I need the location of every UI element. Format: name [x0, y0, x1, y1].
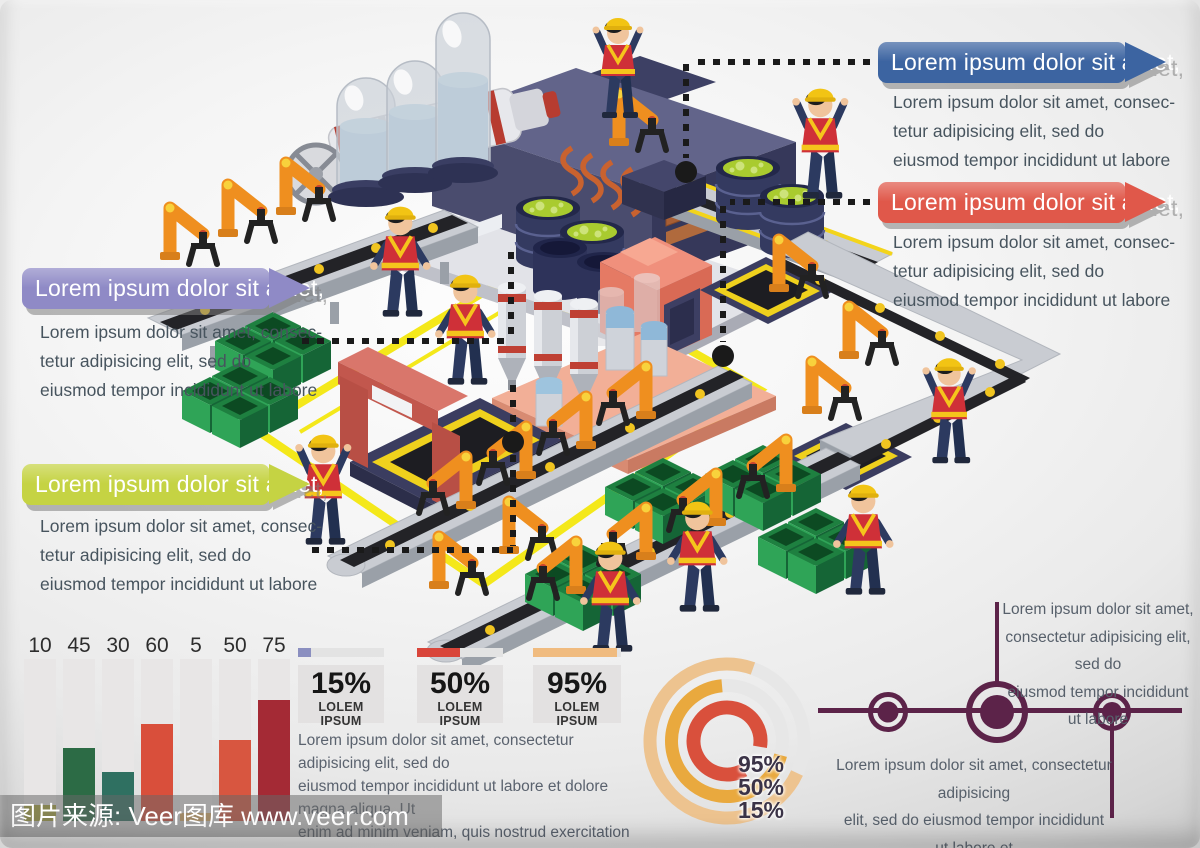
stat-box: 15% LOLEM IPSUM: [298, 665, 384, 728]
glass-dome-tanks: [328, 12, 498, 207]
plane-bottom-connector: [1110, 722, 1114, 818]
callout-green-banner: Lorem ipsum dolor sit amet,: [22, 464, 324, 505]
stat-caption: LOLEM IPSUM: [554, 700, 600, 728]
plane-top-text: Lorem ipsum dolor sit amet, consectetur …: [1000, 596, 1196, 734]
stat-progress-fill: [533, 648, 617, 657]
stat-block-2: 50% LOLEM IPSUM: [417, 648, 503, 728]
callout-red-banner: Lorem ipsum dolor sit amet,: [878, 182, 1180, 223]
plane-bottom-text: Lorem ipsum dolor sit amet, consectetur …: [836, 752, 1112, 848]
bar-column: 30: [102, 634, 134, 821]
bar-value-label: 5: [190, 634, 202, 657]
stat-percent: 15%: [310, 667, 372, 700]
text-line: eiusmod tempor incididunt ut labore: [40, 574, 318, 594]
bar-value-label: 60: [145, 634, 169, 657]
bar-column: 10: [24, 634, 56, 821]
watermark: 图片来源: Veer图库 www.veer.com: [0, 795, 442, 837]
text-line: tetur adipisicing elit, sed do: [893, 261, 1105, 281]
stat-box: 50% LOLEM IPSUM: [417, 665, 503, 728]
bar-value-label: 10: [28, 634, 52, 657]
callout-blue-body: Lorem ipsum dolor sit amet, consec- tetu…: [893, 88, 1175, 175]
donut-label: 95%: [737, 751, 784, 777]
bar-value-label: 30: [106, 634, 130, 657]
callout-green-title: Lorem ipsum dolor sit amet,: [35, 471, 325, 497]
text-line: Lorem ipsum dolor sit amet, consec-: [40, 516, 323, 536]
robot-arm-icon: [218, 181, 275, 242]
bar-track: [63, 659, 95, 821]
plane-engine-node: [868, 692, 908, 732]
stat-block-1: 15% LOLEM IPSUM: [298, 648, 384, 728]
bar-column: 60: [141, 634, 173, 821]
stat-progress-fill: [417, 648, 460, 657]
stat-progress-fill: [298, 648, 311, 657]
bar-column: 5: [180, 634, 212, 821]
text-line: eiusmod tempor incididunt ut labore: [40, 380, 318, 400]
stat-block-3: 95% LOLEM IPSUM: [533, 648, 621, 728]
bar-track: [219, 659, 251, 821]
text-line: Lorem ipsum dolor sit amet, consectetur …: [298, 732, 574, 772]
donut-label: 15%: [737, 797, 784, 823]
stat-percent: 95%: [546, 667, 608, 700]
stat-percent: 50%: [429, 667, 491, 700]
bar-column: 45: [63, 634, 95, 821]
callout-blue: Lorem ipsum dolor sit amet,: [878, 42, 1180, 83]
text-line: eiusmod tempor incididunt ut labore: [893, 290, 1171, 310]
callout-red-title: Lorem ipsum dolor sit amet,: [891, 189, 1181, 215]
dashed-connectors: [302, 59, 870, 553]
stat-caption: LOLEM IPSUM: [437, 700, 483, 728]
callout-purple-banner: Lorem ipsum dolor sit amet,: [22, 268, 324, 309]
plane-top-connector: [995, 602, 999, 682]
text-line: Lorem ipsum dolor sit amet,: [1002, 601, 1194, 618]
callout-blue-banner: Lorem ipsum dolor sit amet,: [878, 42, 1180, 83]
stat-progress-bar: [417, 648, 503, 657]
text-line: Lorem ipsum dolor sit amet, consec-: [40, 322, 323, 342]
stat-caption: LOLEM IPSUM: [318, 700, 364, 728]
bar-track: [180, 659, 212, 821]
factory-worker: [792, 89, 848, 199]
callout-red: Lorem ipsum dolor sit amet,: [878, 182, 1180, 223]
text-line: Lorem ipsum dolor sit amet, consectetur …: [836, 757, 1112, 802]
pit-yellow-right: [700, 257, 834, 324]
donut-chart: [642, 656, 812, 826]
text-line: Lorem ipsum dolor sit amet, consec-: [893, 92, 1176, 112]
text-line: eiusmod tempor incididunt ut labore: [1007, 683, 1189, 729]
text-line: eiusmod tempor incididunt ut labore: [893, 150, 1171, 170]
text-line: consectetur adipisicing elit, sed do: [1005, 628, 1191, 674]
text-line: Lorem ipsum dolor sit amet, consec-: [893, 232, 1176, 252]
callout-purple-title: Lorem ipsum dolor sit amet,: [35, 275, 325, 301]
robot-arm-icon: [802, 358, 859, 419]
donut-label: 50%: [737, 774, 784, 800]
plane-center-node: [966, 681, 1028, 743]
callout-purple-body: Lorem ipsum dolor sit amet, consec- tetu…: [40, 318, 322, 405]
callout-green-body: Lorem ipsum dolor sit amet, consec- tetu…: [40, 512, 322, 599]
text-line: tetur adipisicing elit, sed do: [40, 545, 252, 565]
pendulum-balls: [502, 161, 734, 453]
callout-red-body: Lorem ipsum dolor sit amet, consec- tetu…: [893, 228, 1175, 315]
text-line: tetur adipisicing elit, sed do: [40, 351, 252, 371]
text-line: tetur adipisicing elit, sed do: [893, 121, 1105, 141]
stat-box: 95% LOLEM IPSUM: [533, 665, 621, 728]
callout-blue-title: Lorem ipsum dolor sit amet,: [891, 49, 1181, 75]
text-line: elit, sed do eiusmod tempor incididunt u…: [843, 812, 1105, 848]
bar-value-label: 75: [262, 634, 286, 657]
robot-arm-icon: [160, 204, 217, 265]
donut-labels: 95% 50% 15%: [712, 753, 784, 822]
stat-progress-bar: [298, 648, 384, 657]
bar-value-label: 45: [67, 634, 91, 657]
bar-chart: 10 45 30 60 5 50 75: [24, 634, 290, 821]
bar-column: 75: [258, 634, 290, 821]
glass-dome: [428, 12, 498, 183]
plane-engine-node: [1093, 693, 1131, 731]
bar-value-label: 50: [223, 634, 247, 657]
stat-progress-bar: [533, 648, 621, 657]
callout-purple: Lorem ipsum dolor sit amet,: [22, 268, 324, 309]
glass-dome: [328, 77, 404, 207]
callout-green: Lorem ipsum dolor sit amet,: [22, 464, 324, 505]
bar-column: 50: [219, 634, 251, 821]
